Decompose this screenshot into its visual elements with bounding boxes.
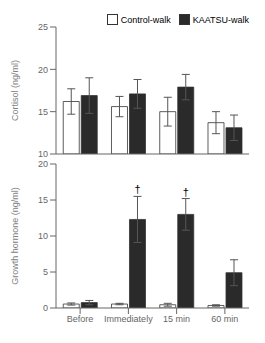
html-text:Control-walk: Control-walk <box>120 14 171 25</box>
svg-text:†: † <box>183 186 189 198</box>
svg-text:10: 10 <box>38 149 48 158</box>
svg-text:5: 5 <box>43 267 48 277</box>
svg-text:25: 25 <box>38 22 48 32</box>
svg-text:Cortisol (ng/ml): Cortisol (ng/ml) <box>10 60 20 121</box>
svg-text:†: † <box>134 183 140 195</box>
svg-text:15: 15 <box>38 107 48 117</box>
svg-text:Before: Before <box>67 314 94 324</box>
svg-text:Immediately: Immediately <box>104 314 153 324</box>
svg-text:60 min: 60 min <box>211 314 238 324</box>
svg-text:Growth hormone (ng/ml): Growth hormone (ng/ml) <box>10 187 20 285</box>
svg-text:20: 20 <box>38 65 48 75</box>
svg-text:10: 10 <box>38 231 48 241</box>
svg-text:20: 20 <box>38 159 48 169</box>
html-text:KAATSU-walk: KAATSU-walk <box>192 14 249 25</box>
svg-text:15: 15 <box>38 195 48 205</box>
svg-text:0: 0 <box>43 303 48 313</box>
svg-text:15 min: 15 min <box>163 314 190 324</box>
